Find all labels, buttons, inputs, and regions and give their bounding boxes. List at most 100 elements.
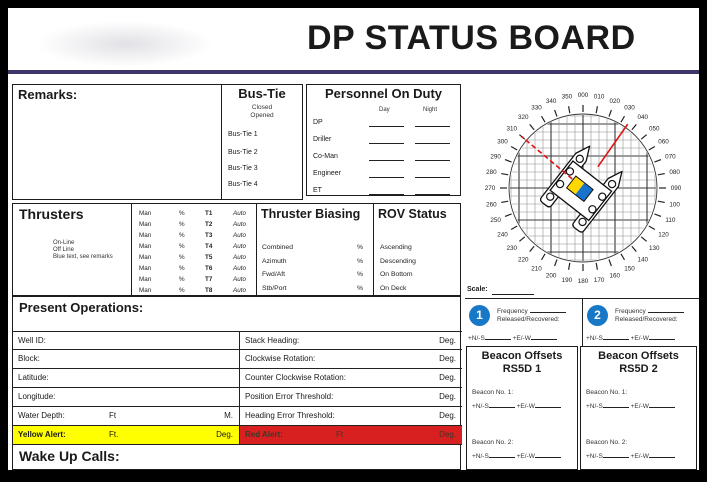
ops-row-latitude: Latitude:	[13, 369, 239, 388]
personnel-day-field[interactable]	[369, 119, 404, 127]
ew-field[interactable]	[648, 450, 675, 458]
ew-field[interactable]	[534, 400, 561, 408]
compass-degree-label: 190	[562, 277, 573, 284]
thruster-id: T1	[205, 210, 213, 217]
personnel-night-field[interactable]	[415, 187, 450, 195]
ops-row-yellow-alert: Yellow Alert: Ft. Deg.	[13, 426, 239, 445]
thruster-pct[interactable]: %	[179, 221, 185, 228]
beacon-no2-label: Beacon No. 2:	[586, 439, 628, 446]
rov-status-item[interactable]: Ascending	[380, 244, 412, 251]
rov-status-item[interactable]: On Deck	[380, 285, 407, 292]
beacon-2-frequency-field[interactable]	[647, 305, 684, 313]
compass-degree-label: 080	[669, 169, 680, 176]
thruster-auto[interactable]: Auto	[233, 254, 246, 261]
thruster-pct[interactable]: %	[179, 276, 185, 283]
personnel-night-field[interactable]	[415, 119, 450, 127]
personnel-day-field[interactable]	[369, 187, 404, 195]
personnel-night-field[interactable]	[415, 170, 450, 178]
thrusters-section: Thrusters On-Line Off Line Blue text, se…	[12, 203, 461, 296]
beacon-1-status-label: Released/Recovered:	[497, 316, 560, 323]
scale-field[interactable]	[492, 287, 534, 295]
thruster-pct[interactable]: %	[179, 254, 185, 261]
thruster-man[interactable]: Man	[139, 287, 152, 294]
beacon-no1-label: Beacon No. 1:	[472, 389, 514, 396]
divider	[131, 204, 132, 295]
ns-field[interactable]	[602, 400, 629, 408]
personnel-day-field[interactable]	[369, 153, 404, 161]
cw-rotation-unit: Deg.	[439, 354, 456, 363]
personnel-day-field[interactable]	[369, 170, 404, 178]
compass-degree-label: 300	[497, 139, 508, 146]
present-operations-title: Present Operations:	[19, 300, 144, 315]
beacon-1-frequency-field[interactable]	[529, 305, 566, 313]
yellow-alert-label: Yellow Alert:	[18, 430, 66, 439]
title-bar: DP STATUS BOARD	[8, 8, 699, 74]
personnel-night-field[interactable]	[415, 153, 450, 161]
beacon-2-ew-field[interactable]	[648, 332, 675, 340]
ew-field[interactable]	[648, 400, 675, 408]
compass-degree-label: 320	[518, 114, 529, 121]
compass-degree-label: 230	[507, 245, 518, 252]
thruster-id: T5	[205, 254, 213, 261]
personnel-day-field[interactable]	[369, 136, 404, 144]
compass-degree-label: 140	[638, 256, 649, 263]
thruster-man[interactable]: Man	[139, 210, 152, 217]
water-depth-label: Water Depth:	[18, 411, 65, 420]
thruster-man[interactable]: Man	[139, 232, 152, 239]
ns-field[interactable]	[488, 400, 515, 408]
thruster-pct[interactable]: %	[179, 232, 185, 239]
ew-field[interactable]	[534, 450, 561, 458]
heading-error-unit: Deg.	[439, 411, 456, 420]
ns-field[interactable]	[602, 450, 629, 458]
beacon-1-ns-field[interactable]	[484, 332, 511, 340]
compass-degree-label: 310	[507, 125, 518, 132]
thruster-id: T3	[205, 232, 213, 239]
thruster-man[interactable]: Man	[139, 243, 152, 250]
thruster-man[interactable]: Man	[139, 265, 152, 272]
beacon-2-offsets: +N/-S +E/-W	[586, 332, 675, 342]
thruster-pct[interactable]: %	[179, 287, 185, 294]
rov-status-title: ROV Status	[378, 207, 447, 221]
biasing-row-value[interactable]: %	[356, 244, 363, 251]
personnel-row-label: ET	[313, 187, 322, 194]
compass-degree-label: 030	[624, 105, 635, 112]
beacon-2-ns-field[interactable]	[602, 332, 629, 340]
rov-status-item[interactable]: On Bottom	[380, 271, 413, 278]
biasing-row-value[interactable]: %	[356, 285, 363, 292]
bus-tie-item: Bus-Tie 2	[228, 149, 258, 156]
thruster-auto[interactable]: Auto	[233, 276, 246, 283]
beacon-no1-fields: +N/-S +E/-W	[472, 400, 561, 410]
bus-tie-section: Bus-Tie Closed Opened Bus-Tie 1 Bus-Tie …	[221, 84, 303, 200]
biasing-row-label: Fwd/Aft	[262, 271, 286, 278]
beacon-offsets-rs5d2: Beacon Offsets RS5D 2 Beacon No. 1: +N/-…	[580, 346, 697, 470]
thruster-auto[interactable]: Auto	[233, 210, 246, 217]
thruster-man[interactable]: Man	[139, 221, 152, 228]
compass-degree-label: 160	[610, 273, 621, 280]
thruster-auto[interactable]: Auto	[233, 287, 246, 294]
ccw-rotation-label: Counter Clockwise Rotation:	[245, 373, 346, 382]
compass-degree-label: 050	[649, 125, 660, 132]
thrusters-legend-bluetext: Blue text, see remarks	[53, 254, 113, 260]
biasing-row-value[interactable]: %	[356, 271, 363, 278]
compass-degree-label: 130	[649, 245, 660, 252]
thruster-pct[interactable]: %	[179, 265, 185, 272]
rov-status-item[interactable]: Descending	[380, 258, 416, 265]
thruster-auto[interactable]: Auto	[233, 221, 246, 228]
biasing-row-value[interactable]: %	[356, 258, 363, 265]
compass-degree-label: 280	[486, 169, 497, 176]
yellow-alert-ft-unit: Ft.	[109, 430, 119, 439]
thruster-pct[interactable]: %	[179, 210, 185, 217]
thruster-man[interactable]: Man	[139, 276, 152, 283]
thruster-id: T4	[205, 243, 213, 250]
ns-field[interactable]	[488, 450, 515, 458]
thruster-pct[interactable]: %	[179, 243, 185, 250]
personnel-night-field[interactable]	[415, 136, 450, 144]
compass-degree-label: 090	[671, 185, 682, 192]
ops-row-longitude: Longitude:	[13, 388, 239, 407]
thruster-auto[interactable]: Auto	[233, 243, 246, 250]
beacon-1-ew-field[interactable]	[530, 332, 557, 340]
thruster-man[interactable]: Man	[139, 254, 152, 261]
thruster-auto[interactable]: Auto	[233, 265, 246, 272]
thrusters-legend-offline: Off Line	[53, 247, 74, 253]
thruster-auto[interactable]: Auto	[233, 232, 246, 239]
